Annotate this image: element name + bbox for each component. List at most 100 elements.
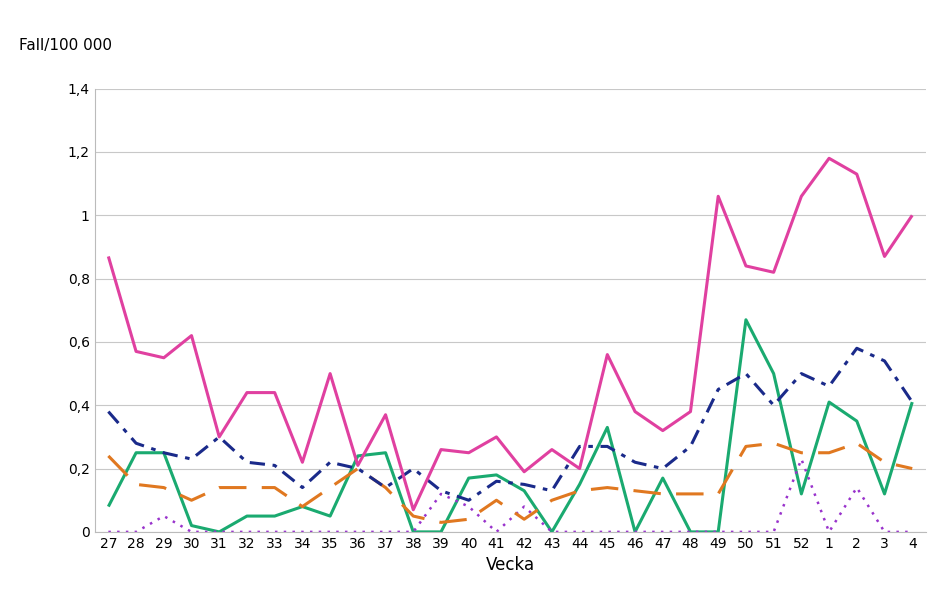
40-69: [905, 398, 917, 405]
0-9: [379, 449, 391, 456]
70-: [186, 332, 197, 339]
10-19: [103, 528, 114, 535]
10-19: [767, 528, 779, 535]
20-39: [158, 484, 169, 491]
10-19: [130, 528, 142, 535]
70-: [130, 348, 142, 355]
70-: [213, 433, 225, 440]
0-9: [490, 472, 501, 479]
0-9: [518, 487, 530, 494]
0-9: [767, 370, 779, 377]
0-9: [684, 528, 696, 535]
10-19: [407, 528, 418, 535]
20-39: [795, 449, 806, 456]
70-: [601, 351, 613, 358]
10-19: [656, 528, 667, 535]
70-: [296, 459, 308, 466]
0-9: [435, 528, 447, 535]
20-39: [435, 519, 447, 526]
0-9: [103, 503, 114, 510]
10-19: [684, 528, 696, 535]
10-19: [186, 528, 197, 535]
40-69: [629, 459, 640, 466]
0-9: [739, 316, 750, 323]
X-axis label: Vecka: Vecka: [485, 556, 534, 574]
70-: [851, 171, 862, 178]
0-9: [656, 475, 667, 482]
20-39: [269, 484, 280, 491]
40-69: [546, 487, 557, 494]
0-9: [601, 424, 613, 431]
70-: [324, 370, 335, 377]
70-: [629, 408, 640, 415]
20-39: [739, 443, 750, 450]
20-39: [684, 491, 696, 498]
10-19: [795, 456, 806, 463]
70-: [379, 411, 391, 418]
70-: [684, 408, 696, 415]
70-: [158, 354, 169, 361]
20-39: [851, 440, 862, 447]
20-39: [379, 484, 391, 491]
10-19: [158, 512, 169, 519]
70-: [905, 212, 917, 219]
20-39: [241, 484, 252, 491]
10-19: [213, 528, 225, 535]
70-: [241, 389, 252, 396]
40-69: [878, 358, 889, 365]
10-19: [712, 528, 723, 535]
0-9: [130, 449, 142, 456]
70-: [573, 465, 584, 472]
40-69: [463, 496, 474, 504]
40-69: [296, 484, 308, 491]
40-69: [795, 370, 806, 377]
20-39: [712, 491, 723, 498]
20-39: [352, 465, 363, 472]
40-69: [518, 481, 530, 488]
20-39: [822, 449, 834, 456]
70-: [546, 446, 557, 453]
70-: [435, 446, 447, 453]
Line: 40-69: 40-69: [109, 348, 911, 500]
0-9: [241, 512, 252, 519]
20-39: [573, 487, 584, 494]
20-39: [130, 481, 142, 488]
20-39: [490, 496, 501, 504]
10-19: [546, 528, 557, 535]
0-9: [546, 528, 557, 535]
40-69: [130, 440, 142, 447]
40-69: [739, 370, 750, 377]
20-39: [186, 496, 197, 504]
10-19: [324, 528, 335, 535]
0-9: [186, 522, 197, 529]
20-39: [324, 484, 335, 491]
40-69: [213, 433, 225, 440]
0-9: [712, 528, 723, 535]
40-69: [241, 459, 252, 466]
0-9: [407, 528, 418, 535]
0-9: [463, 475, 474, 482]
70-: [518, 468, 530, 475]
Line: 0-9: 0-9: [109, 320, 911, 532]
20-39: [296, 503, 308, 510]
70-: [656, 427, 667, 434]
Text: Fall/100 000: Fall/100 000: [19, 38, 111, 53]
0-9: [213, 528, 225, 535]
20-39: [629, 487, 640, 494]
40-69: [684, 443, 696, 450]
0-9: [629, 528, 640, 535]
0-9: [905, 398, 917, 405]
40-69: [269, 462, 280, 469]
20-39: [407, 512, 418, 519]
70-: [767, 269, 779, 276]
40-69: [379, 484, 391, 491]
10-19: [822, 528, 834, 535]
70-: [463, 449, 474, 456]
10-19: [352, 528, 363, 535]
10-19: [296, 528, 308, 535]
40-69: [352, 465, 363, 472]
0-9: [296, 503, 308, 510]
40-69: [573, 443, 584, 450]
40-69: [490, 478, 501, 485]
10-19: [379, 528, 391, 535]
